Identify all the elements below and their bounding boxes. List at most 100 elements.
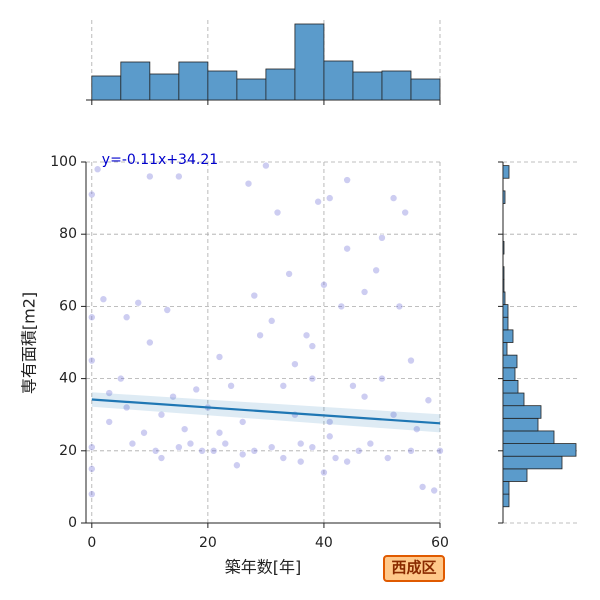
point <box>198 446 206 455</box>
point <box>88 356 96 365</box>
point <box>88 490 96 498</box>
point <box>215 428 224 437</box>
point <box>308 342 317 350</box>
y-tick-label: 80 <box>59 226 77 242</box>
point <box>354 446 363 455</box>
point <box>383 454 392 462</box>
point <box>360 288 369 296</box>
point <box>105 389 114 397</box>
point <box>337 302 346 311</box>
point <box>175 172 183 181</box>
point <box>267 443 276 451</box>
point <box>325 418 334 426</box>
point <box>256 331 264 340</box>
hist-bar <box>120 61 151 101</box>
point <box>378 374 386 383</box>
hist-bar <box>410 78 441 101</box>
point <box>320 280 328 289</box>
hist-bar <box>502 316 509 331</box>
hist-bar <box>294 23 325 101</box>
hist-bar <box>178 61 209 101</box>
point <box>343 244 351 253</box>
point <box>296 439 305 448</box>
point <box>88 465 96 473</box>
point <box>407 446 415 455</box>
point <box>267 317 276 325</box>
hist-bar <box>502 405 542 419</box>
point <box>117 374 125 383</box>
point <box>331 454 340 462</box>
hist-bar <box>502 329 514 343</box>
point <box>88 190 96 199</box>
point <box>146 338 154 347</box>
hist-bar <box>207 70 238 101</box>
point <box>250 291 259 300</box>
point <box>180 425 189 433</box>
point <box>320 468 328 477</box>
point <box>99 295 108 303</box>
point <box>343 457 351 466</box>
regression-label: y=-0.11x+34.21 <box>102 152 218 168</box>
point <box>308 374 317 383</box>
point <box>279 382 288 390</box>
hist-bar <box>91 75 122 101</box>
x-tick-label: 20 <box>199 535 217 551</box>
annotation: 西成区 <box>391 559 436 577</box>
point <box>140 428 148 437</box>
point <box>360 392 369 401</box>
x-tick-label: 40 <box>315 535 333 551</box>
hist-bar <box>502 354 518 369</box>
point <box>88 313 96 322</box>
y-tick-label: 100 <box>50 154 77 170</box>
annotation-box <box>383 555 445 582</box>
hist-bar <box>502 392 525 407</box>
point <box>250 446 259 455</box>
point <box>314 197 322 206</box>
point <box>389 410 398 419</box>
y-tick-label: 20 <box>59 443 77 459</box>
point <box>308 443 317 451</box>
point <box>349 382 357 390</box>
hist-bar <box>502 278 505 293</box>
y-axis-label: 専有面積[m2] <box>20 292 39 394</box>
point <box>151 446 160 455</box>
x-tick-label: 60 <box>431 535 449 551</box>
hist-bar <box>502 481 510 495</box>
point <box>430 486 438 495</box>
hist-bar <box>502 291 506 305</box>
hist-bar <box>502 443 577 457</box>
hist-bar <box>502 165 510 179</box>
point <box>122 403 131 412</box>
y-tick-label: 60 <box>59 298 77 314</box>
hist-bar <box>502 241 505 255</box>
point <box>238 450 247 459</box>
point <box>157 410 166 419</box>
point <box>128 439 137 448</box>
hist-bar <box>265 68 296 101</box>
point <box>372 266 380 275</box>
point <box>302 331 311 340</box>
point <box>436 446 444 455</box>
hist-bar <box>502 304 509 318</box>
hist-bar <box>502 367 516 381</box>
point <box>146 172 154 181</box>
point <box>325 432 334 441</box>
point <box>244 179 253 188</box>
point <box>279 454 288 462</box>
point <box>378 234 386 242</box>
x-tick-label: 0 <box>87 535 96 551</box>
point <box>215 353 224 361</box>
hist-bar <box>381 70 412 101</box>
hist-bar <box>502 455 563 470</box>
point <box>418 483 427 491</box>
point <box>122 313 131 322</box>
y-tick-label: 0 <box>68 515 77 531</box>
point <box>395 302 404 311</box>
hist-bar <box>502 430 555 444</box>
point <box>134 298 143 307</box>
point <box>163 306 172 314</box>
point <box>389 194 398 202</box>
point <box>401 208 409 217</box>
hist-bar <box>502 342 508 356</box>
